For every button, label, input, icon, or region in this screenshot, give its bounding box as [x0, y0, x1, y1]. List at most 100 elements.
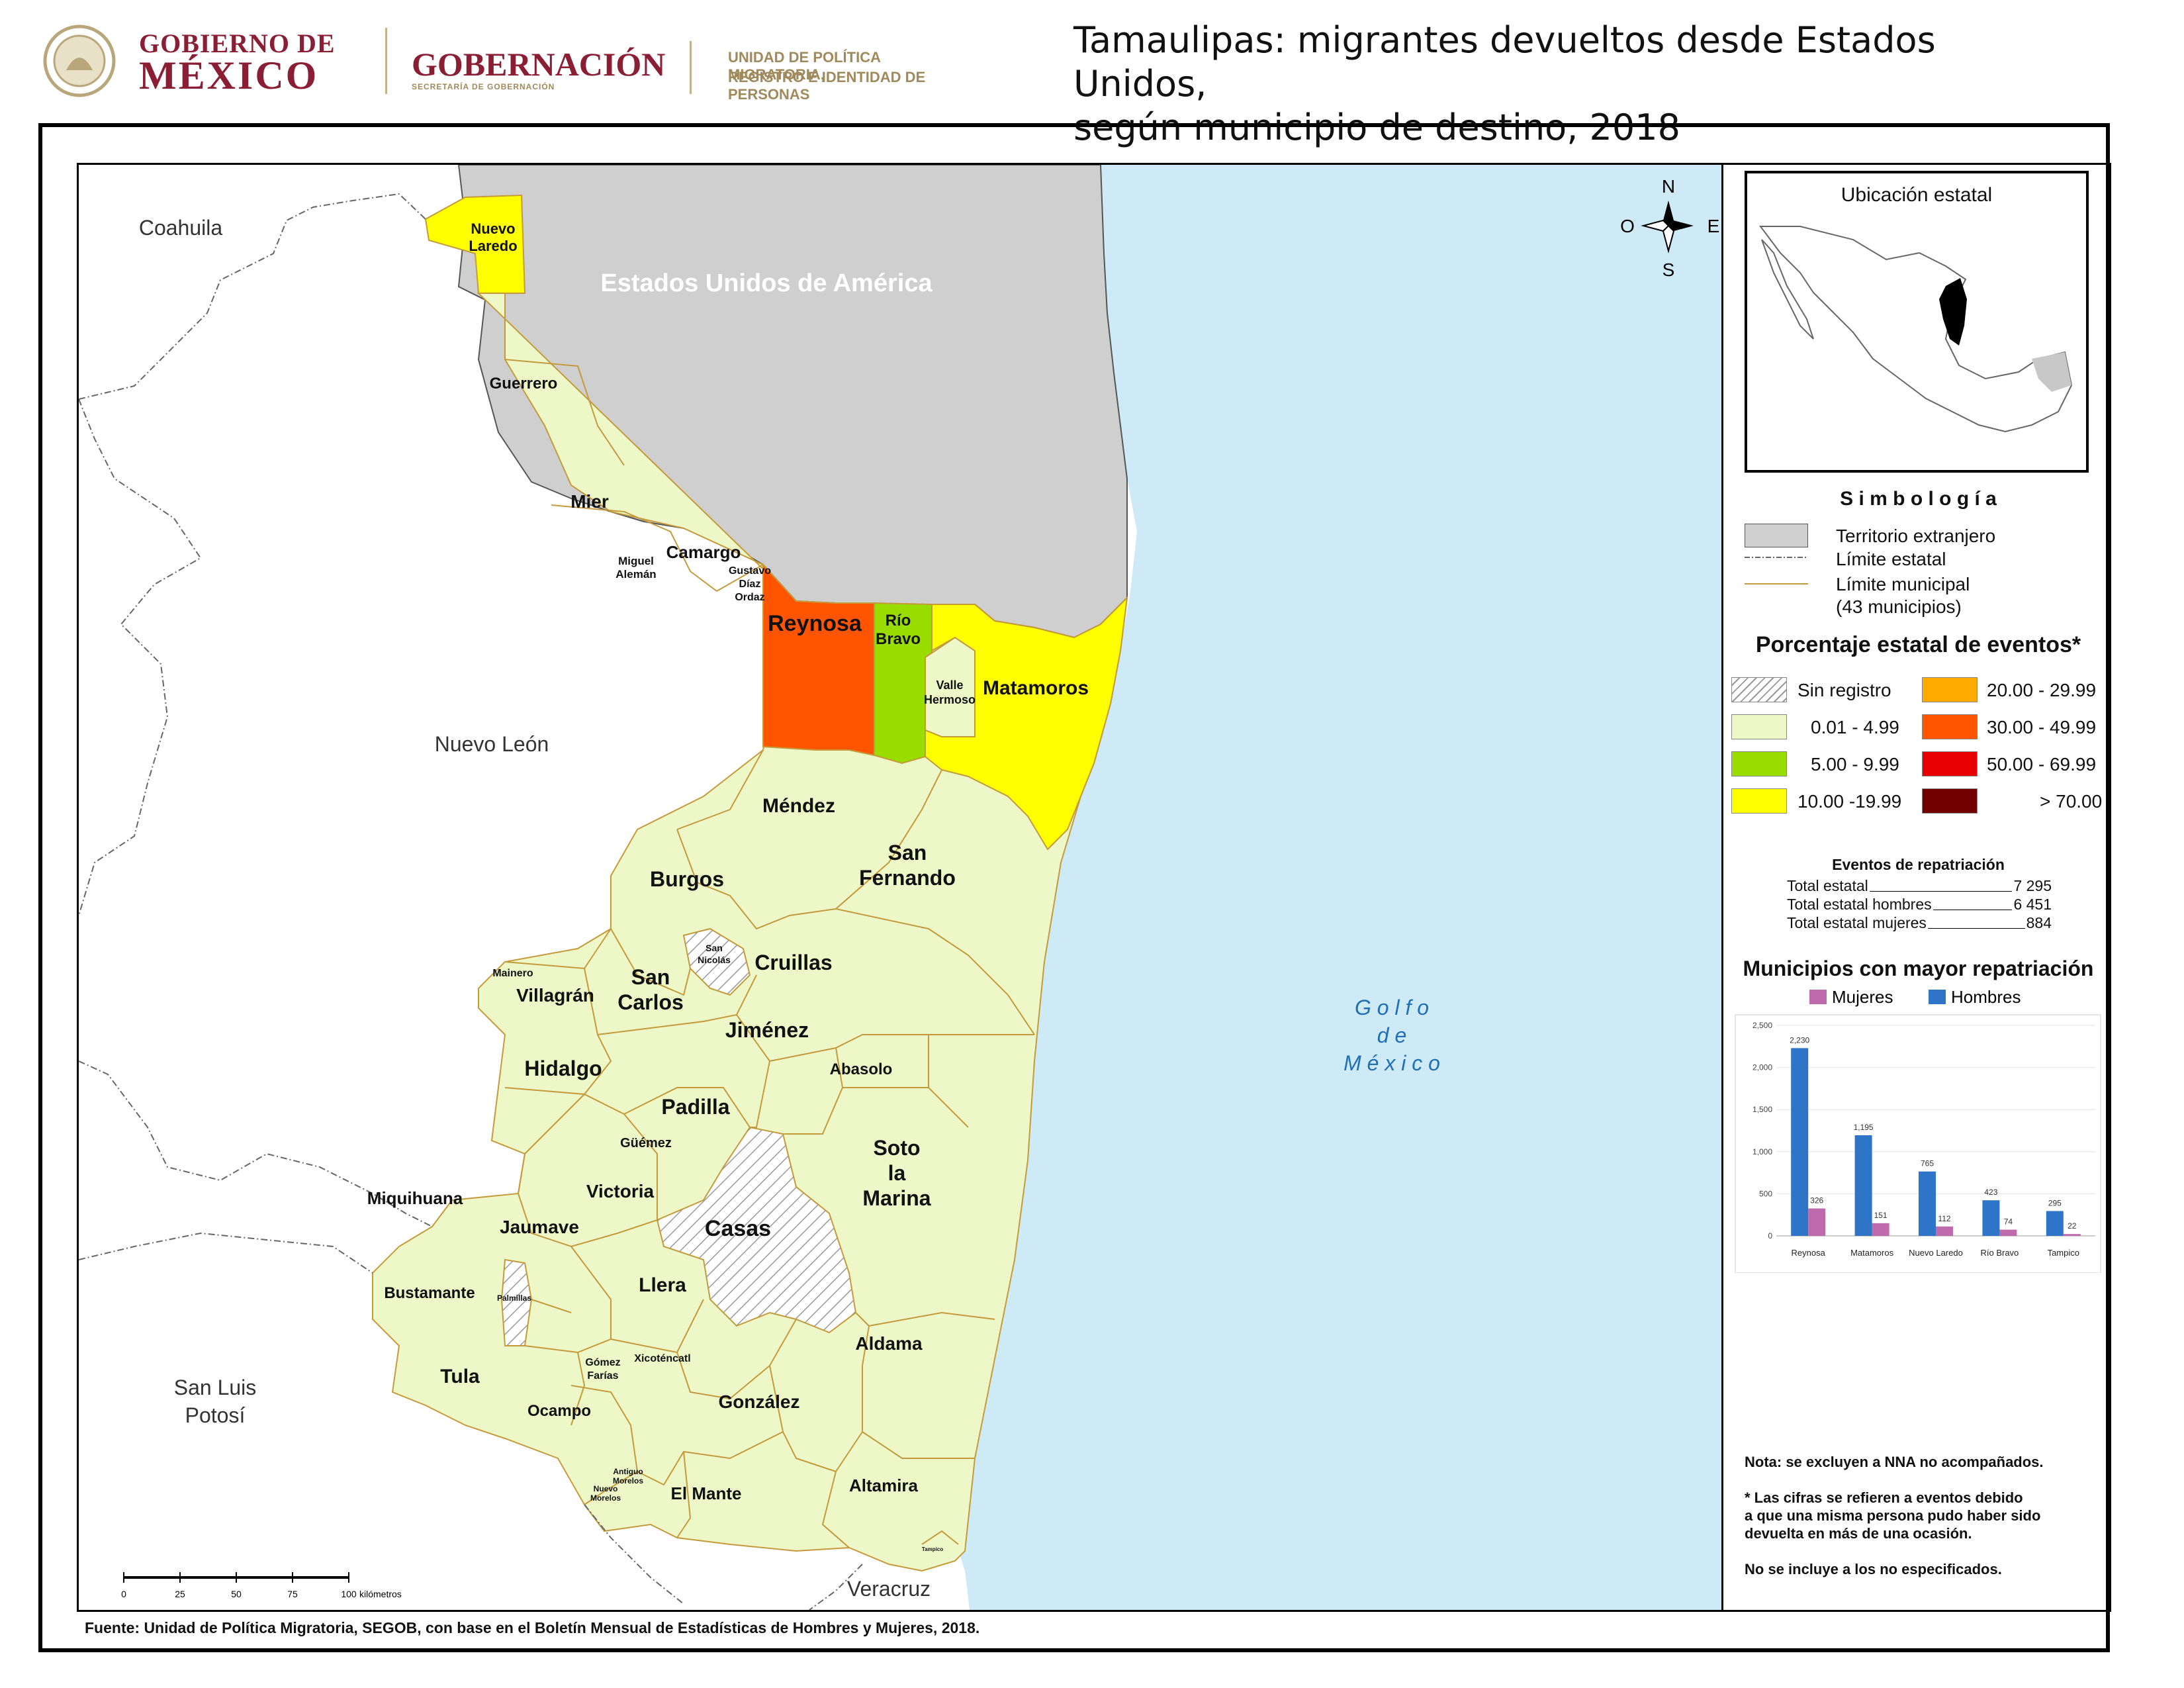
label-camargo: Camargo — [666, 542, 741, 562]
label-tampico: Tampico — [922, 1546, 943, 1552]
category-label: Matamoros — [1850, 1248, 1894, 1258]
divider — [385, 28, 387, 94]
label-antiguo-morelos-2: Morelos — [613, 1476, 643, 1485]
label-gdo-1: Gustavo — [729, 565, 771, 577]
label-san-carlos-1: San — [631, 965, 670, 989]
state-boundaries — [79, 193, 863, 1610]
label-bustamante: Bustamante — [384, 1284, 475, 1302]
gulf-line2: d e — [1377, 1023, 1406, 1047]
label-slp-2: Potosí — [185, 1403, 246, 1427]
label-gomez-farias-1: Gómez — [585, 1357, 620, 1368]
scale-tick: 0 — [121, 1589, 126, 1599]
label-ocampo: Ocampo — [527, 1402, 591, 1420]
label-miquihuana: Miquihuana — [367, 1188, 463, 1208]
events-table: Total estatal 7 295 Total estatal hombres… — [1787, 877, 2052, 933]
class-label-6: 50.00 - 69.99 — [1987, 754, 2097, 774]
label-nuevo-laredo-1: Nuevo — [471, 220, 515, 237]
scale-tick: 100 — [341, 1589, 357, 1599]
class-swatch-4 — [1922, 677, 1978, 702]
class-label-0: Sin registro — [1797, 680, 1891, 700]
scale-tick: 50 — [231, 1589, 242, 1599]
mun-palmillas — [500, 1258, 533, 1346]
class-swatch-1 — [1731, 714, 1787, 739]
category-label: Tampico — [2048, 1248, 2079, 1258]
header-logos: GOBIERNO DE MÉXICO GOBERNACIÓN SECRETARÍ… — [40, 19, 979, 111]
label-coahuila: Coahuila — [139, 216, 223, 240]
coat-of-arms-icon — [43, 24, 116, 97]
compass-o: O — [1620, 216, 1635, 236]
class-swatch-2 — [1731, 751, 1787, 776]
label-el-mante: El Mante — [671, 1483, 742, 1503]
bar-hombres — [1982, 1200, 2000, 1236]
note-2a: * Las cifras se refieren a eventos debid… — [1745, 1489, 2023, 1506]
legend-swatch-mujeres — [1809, 990, 1827, 1004]
mun-casas — [656, 1126, 857, 1334]
events-label: Total estatal hombres — [1787, 896, 1932, 913]
state-limit-line-icon — [1745, 557, 1808, 558]
class-label-1: 0.01 - 4.99 — [1811, 717, 1899, 737]
mun-san-nicolas — [682, 927, 751, 996]
label-hidalgo: Hidalgo — [524, 1056, 602, 1080]
category-label: Río Bravo — [1980, 1248, 2019, 1258]
bar-hombres — [2046, 1211, 2064, 1236]
label-nuevo-morelos-1: Nuevo — [594, 1484, 618, 1493]
y-tick-label: 1,000 — [1752, 1147, 1772, 1156]
events-row: Total estatal 7 295 — [1787, 877, 2052, 896]
label-mainero: Mainero — [492, 968, 533, 979]
chart-frame — [1735, 1014, 2101, 1273]
events-title: Eventos de repatriación — [1832, 856, 2005, 873]
value-label-mujeres: 326 — [1810, 1196, 1823, 1205]
inset-location-map: Ubicación estatal — [1745, 171, 2089, 473]
label-tula: Tula — [440, 1366, 480, 1387]
value-label-mujeres: 74 — [2004, 1217, 2013, 1227]
gulf-of-mexico — [958, 165, 1721, 1610]
label-mendez: Méndez — [762, 795, 835, 817]
value-label-mujeres: 151 — [1874, 1211, 1888, 1220]
label-villagran: Villagrán — [516, 985, 594, 1006]
title-line1: Tamaulipas: migrantes devueltos desde Es… — [1073, 19, 1936, 105]
mun-nuevo-laredo — [424, 194, 526, 294]
municipality-labels: Nuevo Laredo Guerrero Mier Miguel Alemán… — [367, 220, 1089, 1552]
label-san-nicolas-2: Nicolás — [698, 955, 731, 965]
class-label-3: 10.00 -19.99 — [1797, 791, 1902, 812]
value-label-hombres: 765 — [1921, 1159, 1934, 1168]
legend-mun-count: (43 municipios) — [1836, 596, 1962, 617]
gov-line1: GOBIERNO DE — [139, 28, 336, 58]
label-nuevo-laredo-2: Laredo — [469, 238, 517, 254]
events-row: Total estatal hombres 6 451 — [1787, 896, 2052, 914]
label-mier: Mier — [570, 491, 609, 512]
bar-mujeres — [2063, 1234, 2081, 1236]
class-label-2: 5.00 - 9.99 — [1811, 754, 1899, 774]
label-llera: Llera — [639, 1274, 686, 1296]
label-rio-bravo-2: Bravo — [876, 630, 921, 648]
note-3: No se incluye a los no especificados. — [1745, 1561, 2002, 1577]
divider — [690, 41, 692, 94]
unit-line1: UNIDAD DE POLÍTICA MIGRATORIA, — [728, 49, 881, 83]
class-swatch-6 — [1922, 751, 1978, 776]
label-soto-3: Marina — [862, 1186, 931, 1210]
baja-peninsula — [1761, 239, 1814, 340]
label-valle-hermoso-1: Valle — [936, 679, 963, 692]
legend-label-hombres: Hombres — [1951, 987, 2021, 1007]
bar-mujeres — [1936, 1226, 1953, 1236]
notes: Nota: se excluyen a NNA no acompañados. … — [1745, 1453, 2044, 1578]
tamaulipas-highlight — [1939, 278, 1967, 346]
unit-line2: REGISTRO E IDENTIDAD DE PERSONAS — [728, 69, 926, 103]
bar-mujeres — [1999, 1229, 2017, 1236]
pct-title: Porcentaje estatal de eventos* — [1755, 632, 2081, 657]
label-xicotencatl: Xicoténcatl — [634, 1353, 690, 1364]
label-guerrero: Guerrero — [490, 375, 558, 393]
map-svg: Coahuila Nuevo León San Luis Potosí Vera… — [79, 165, 1721, 1610]
bar-hombres — [1791, 1048, 1809, 1236]
legend-title: S i m b o l o g í a — [1840, 488, 1997, 510]
dept-sub: SECRETARÍA DE GOBERNACIÓN — [412, 82, 555, 91]
label-padilla: Padilla — [661, 1095, 729, 1119]
outer-frame — [38, 123, 2110, 1652]
label-cruillas: Cruillas — [754, 951, 832, 974]
category-label: Nuevo Laredo — [1909, 1248, 1963, 1258]
neighbor-grey — [2032, 352, 2071, 392]
legend-swatch-hombres — [1929, 990, 1946, 1004]
label-jimenez: Jiménez — [725, 1018, 809, 1042]
label-victoria: Victoria — [586, 1181, 655, 1201]
bar-mujeres — [1872, 1223, 1889, 1236]
